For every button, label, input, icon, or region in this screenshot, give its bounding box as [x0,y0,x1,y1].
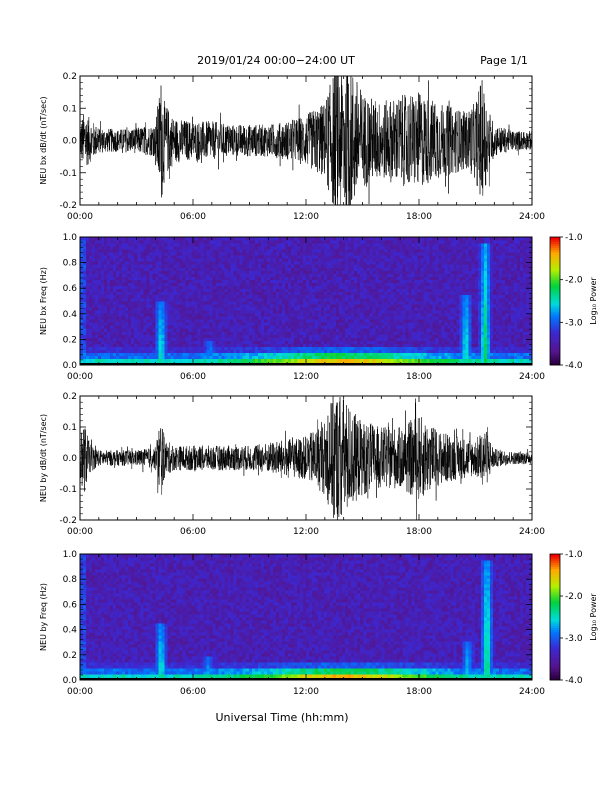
y-tick-label: -0.2 [59,516,77,526]
spectrogram-panel-4: -4.0 -3.0 -2.0 -1.0 Log₁₀ Power 00:00 06:00 12:… [39,550,598,697]
x-tick-label: 00:00 [67,527,93,537]
y-tick-label: 0.1 [63,104,77,114]
y-axis-label: NEU bx dB/dt (nT/sec) [39,96,48,184]
y-tick-label: 0.1 [63,423,77,433]
panels: 00:00 06:00 12:00 18:00 24:00 -0.2 -0.1 0.0 0.1 0… [39,72,598,697]
colorbar-tick-label: -3.0 [565,318,583,328]
x-tick-label: 12:00 [293,372,319,382]
x-tick-label: 24:00 [519,372,545,382]
colorbar-tick-label: -2.0 [565,592,583,602]
y-tick-label: 0.0 [63,361,78,371]
colorbar-tick-label: -2.0 [565,276,583,286]
x-tick-label: 12:00 [293,212,319,222]
x-tick-label: 18:00 [406,687,432,697]
y-tick-label: 0.2 [63,651,77,661]
x-tick-label: 06:00 [180,372,206,382]
x-tick-label: 18:00 [406,527,432,537]
colorbar-tick-label: -4.0 [565,676,583,686]
y-tick-label: 0.6 [63,284,78,294]
series-line [80,396,532,520]
y-tick-label: 0.2 [63,392,77,402]
x-tick-label: 12:00 [293,527,319,537]
x-tick-label: 24:00 [519,527,545,537]
y-tick-label: 0.2 [63,335,77,345]
x-tick-label: 00:00 [67,687,93,697]
colorbar: -4.0 -3.0 -2.0 -1.0 Log₁₀ Power [549,550,598,686]
colorbar: -4.0 -3.0 -2.0 -1.0 Log₁₀ Power [549,233,598,371]
x-tick-label: 06:00 [180,687,206,697]
y-axis-label: NEU bx Freq (Hz) [39,267,48,335]
y-tick-label: 1.0 [63,550,78,560]
y-tick-label: -0.1 [59,485,77,495]
y-tick-label: 0.6 [63,600,78,610]
y-tick-label: 0.2 [63,72,77,82]
colorbar-tick-label: -1.0 [565,233,583,243]
y-axis-label: NEU by Freq (Hz) [39,583,48,651]
colorbar-tick-label: -1.0 [565,550,583,560]
x-tick-label: 18:00 [406,372,432,382]
x-tick-label: 12:00 [293,687,319,697]
y-tick-label: 0.0 [63,454,78,464]
y-tick-label: -0.2 [59,201,77,211]
y-tick-label: 0.0 [63,137,78,147]
x-tick-label: 06:00 [180,212,206,222]
heatmap-cells [80,554,533,681]
x-tick-label: 06:00 [180,527,206,537]
spectrogram-panel-2: -4.0 -3.0 -2.0 -1.0 Log₁₀ Power 00:00 06:00 12:… [39,233,598,382]
x-tick-label: 18:00 [406,212,432,222]
x-tick-label: 24:00 [519,687,545,697]
y-tick-label: 0.4 [63,626,78,636]
x-axis-title: Universal Time (hh:mm) [216,711,349,724]
colorbar-tick-label: -4.0 [565,361,583,371]
y-tick-label: -0.1 [59,169,77,179]
heatmap-cells [80,237,533,366]
y-axis-label: NEU by dB/dt (nT/sec) [39,414,48,502]
page-indicator: Page 1/1 [480,54,528,67]
timeseries-panel-1: 00:00 06:00 12:00 18:00 24:00 -0.2 -0.1 0.0 0.1 0… [39,72,545,222]
y-tick-label: 0.8 [63,575,78,585]
x-tick-label: 00:00 [67,372,93,382]
colorbar-tick-label: -3.0 [565,634,583,644]
colorbar-label: Log₁₀ Power [589,277,598,325]
figure-title: 2019/01/24 00:00−24:00 UT [197,54,355,67]
x-tick-label: 00:00 [67,212,93,222]
series-line [80,76,532,205]
y-tick-label: 0.4 [63,310,78,320]
colorbar-label: Log₁₀ Power [589,593,598,641]
timeseries-panel-3: 00:00 06:00 12:00 18:00 24:00 -0.2 -0.1 0.0 0.1 0… [39,392,545,537]
y-tick-label: 0.0 [63,676,78,686]
y-tick-label: 0.8 [63,259,78,269]
x-tick-label: 24:00 [519,212,545,222]
y-tick-label: 1.0 [63,233,78,243]
